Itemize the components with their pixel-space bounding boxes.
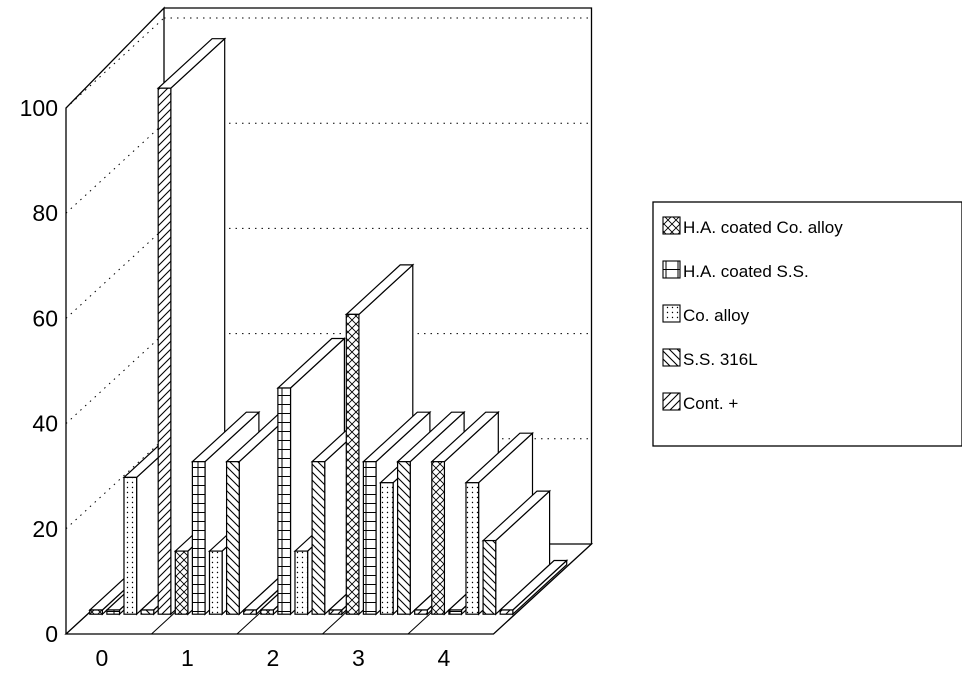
bar xyxy=(243,609,257,615)
bar xyxy=(277,387,292,615)
legend-label: H.A. coated S.S. xyxy=(683,262,809,281)
bar-group xyxy=(498,559,569,616)
legend-box xyxy=(652,201,962,447)
bar xyxy=(328,609,343,615)
gridline-left-60 xyxy=(65,228,165,319)
x-tick-label: 4 xyxy=(438,645,451,671)
bar xyxy=(396,461,411,615)
x-tick-label: 3 xyxy=(352,645,365,671)
bar xyxy=(140,609,155,615)
bar xyxy=(260,609,275,615)
legend-label: Cont. + xyxy=(683,394,738,413)
bar xyxy=(174,550,189,615)
back-wall xyxy=(164,7,593,544)
gridline-left-20 xyxy=(65,438,165,530)
gridline-left-80 xyxy=(65,122,165,214)
bar xyxy=(362,461,377,615)
bar xyxy=(448,609,463,615)
legend-label: H.A. coated Co. alloy xyxy=(683,218,843,237)
bar xyxy=(191,461,206,615)
bar xyxy=(89,609,104,615)
x-tick-label: 0 xyxy=(96,645,109,671)
bar xyxy=(345,313,360,615)
chart-gridlines xyxy=(65,17,592,530)
bar xyxy=(311,461,326,615)
bar xyxy=(123,476,138,615)
legend-swatch xyxy=(662,348,681,367)
legend-label: S.S. 316L xyxy=(683,350,758,369)
y-tick-label: 0 xyxy=(45,621,58,647)
x-tick-label: 2 xyxy=(267,645,280,671)
legend-label: Co. alloy xyxy=(683,306,750,325)
bar xyxy=(499,609,514,615)
gridline-left-100 xyxy=(65,17,165,109)
x-tick-label: 1 xyxy=(181,645,194,671)
legend-swatch xyxy=(662,304,681,323)
bar xyxy=(379,482,394,615)
legend: H.A. coated Co. alloy H.A. coated S.S. Co.… xyxy=(652,201,962,447)
bar-group xyxy=(481,489,552,616)
bar xyxy=(431,461,446,615)
chart-bars xyxy=(88,37,569,616)
bar xyxy=(157,87,172,615)
bar xyxy=(482,539,497,615)
y-tick-label: 60 xyxy=(32,305,58,331)
bar xyxy=(414,609,428,615)
y-tick-label: 40 xyxy=(32,411,58,437)
x-axis-ticks: 0 1 2 3 4 xyxy=(96,645,451,671)
legend-swatch xyxy=(662,216,681,235)
bar xyxy=(294,550,309,615)
y-tick-label: 20 xyxy=(32,516,58,542)
y-axis-ticks: 0 20 40 60 80 100 xyxy=(20,95,58,647)
bar xyxy=(225,461,240,615)
bar xyxy=(465,482,480,615)
bar xyxy=(208,550,223,615)
gridline-left-40 xyxy=(65,333,165,424)
legend-swatch xyxy=(662,260,681,279)
y-tick-label: 100 xyxy=(20,95,58,121)
y-tick-label: 80 xyxy=(32,200,58,226)
legend-swatch xyxy=(662,392,681,411)
bar xyxy=(106,609,121,615)
